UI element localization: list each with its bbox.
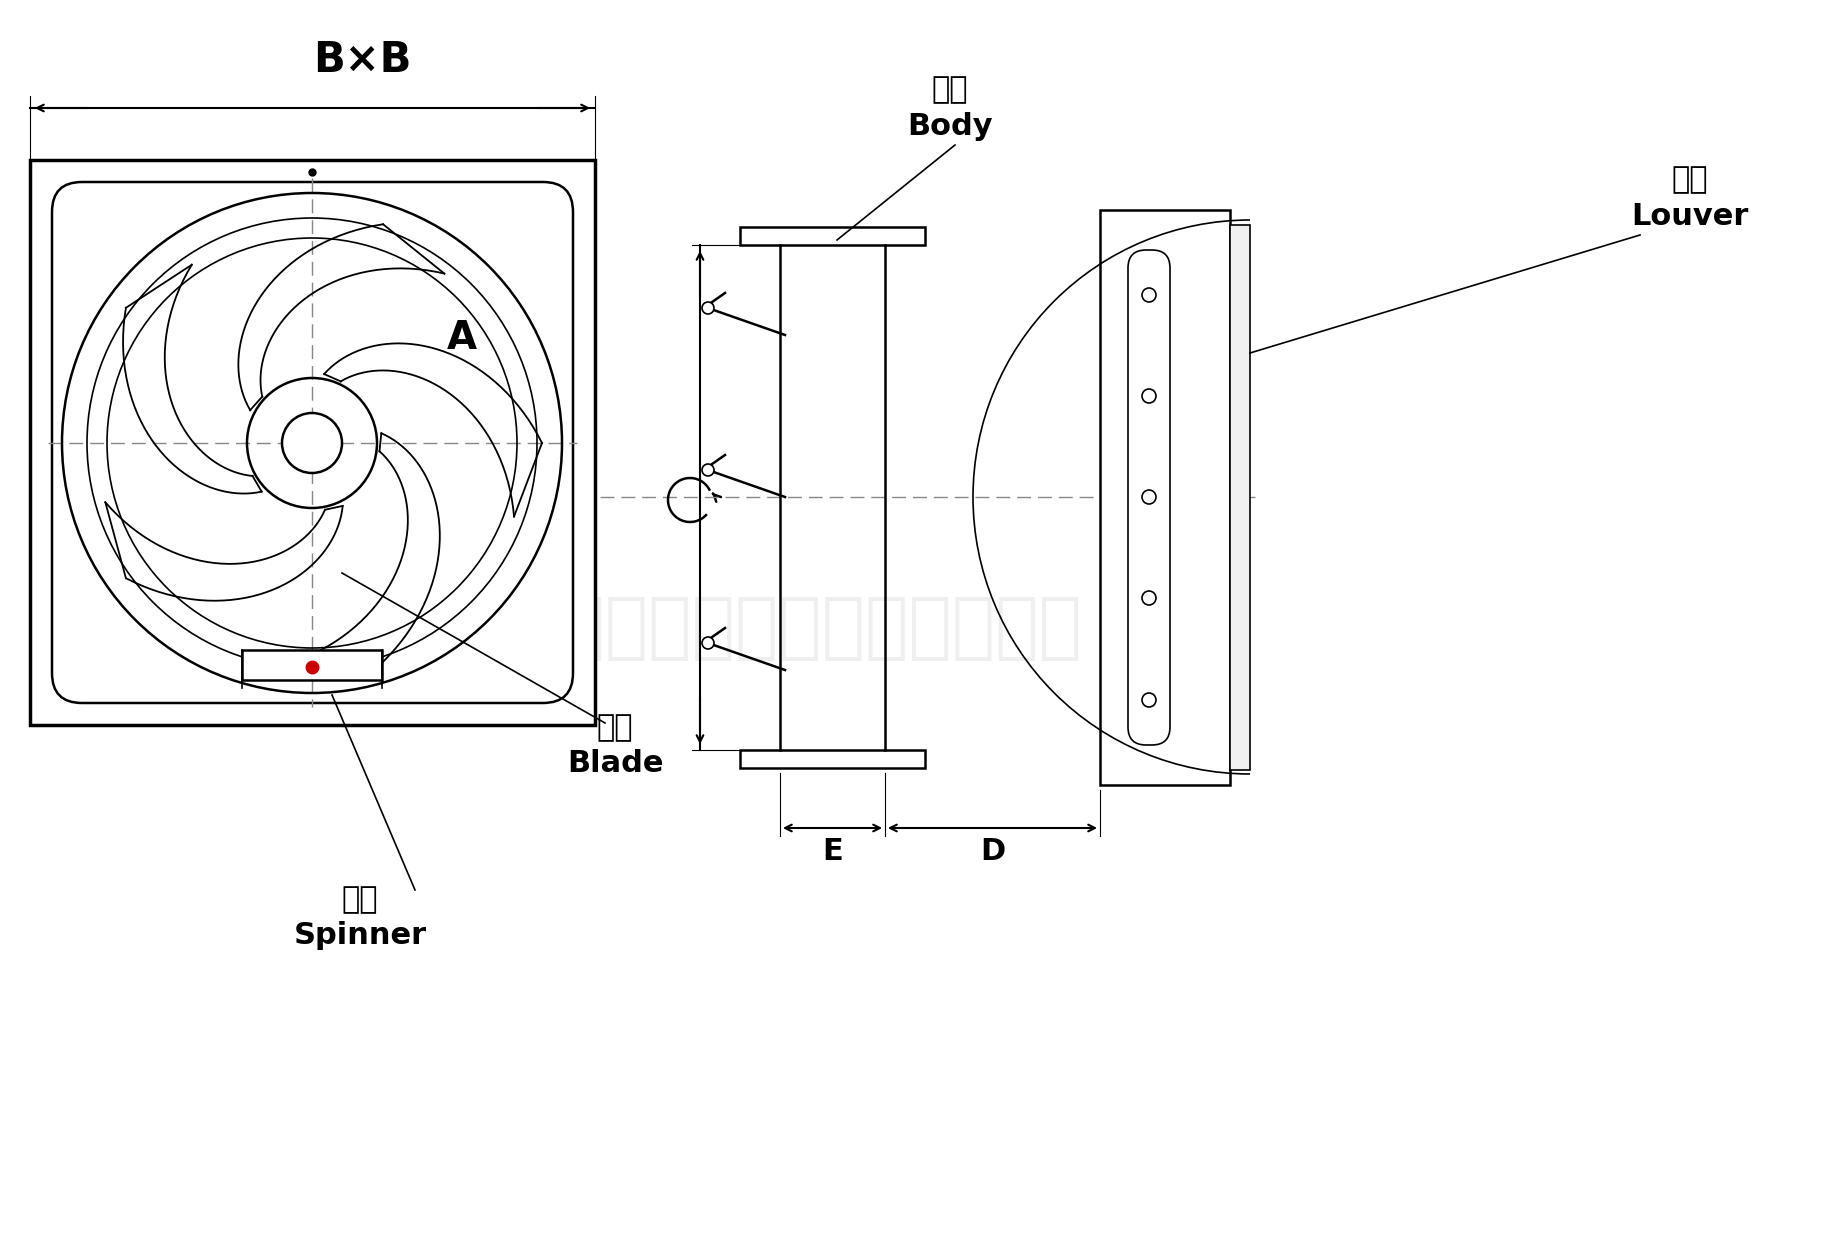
Text: D: D	[980, 837, 1006, 866]
Circle shape	[1142, 388, 1157, 403]
Text: 面板: 面板	[1672, 166, 1708, 195]
Bar	[740, 750, 924, 768]
Bar	[1231, 225, 1251, 771]
Circle shape	[282, 414, 341, 473]
Circle shape	[1142, 693, 1157, 706]
Text: 前盖: 前盖	[341, 885, 378, 915]
Text: 广州市粤机机械设备有限公司: 广州市粤机机械设备有限公司	[518, 593, 1081, 662]
Text: Spinner: Spinner	[293, 920, 426, 949]
Bar	[30, 160, 594, 725]
FancyBboxPatch shape	[52, 182, 574, 703]
Circle shape	[1142, 490, 1157, 504]
Bar	[1100, 210, 1231, 786]
Circle shape	[701, 637, 714, 649]
FancyBboxPatch shape	[1127, 250, 1170, 745]
Text: E: E	[823, 837, 843, 866]
Text: 架体: 架体	[932, 75, 969, 104]
Text: 风叶: 风叶	[596, 714, 633, 743]
Text: B×B: B×B	[314, 39, 411, 80]
Circle shape	[1142, 288, 1157, 302]
Text: A: A	[446, 319, 478, 357]
Circle shape	[1142, 591, 1157, 605]
Circle shape	[701, 302, 714, 314]
Text: Body: Body	[908, 112, 993, 141]
Bar	[740, 228, 924, 245]
Text: Louver: Louver	[1631, 201, 1749, 230]
Text: Blade: Blade	[566, 749, 662, 778]
Circle shape	[701, 464, 714, 476]
Bar	[242, 650, 382, 680]
